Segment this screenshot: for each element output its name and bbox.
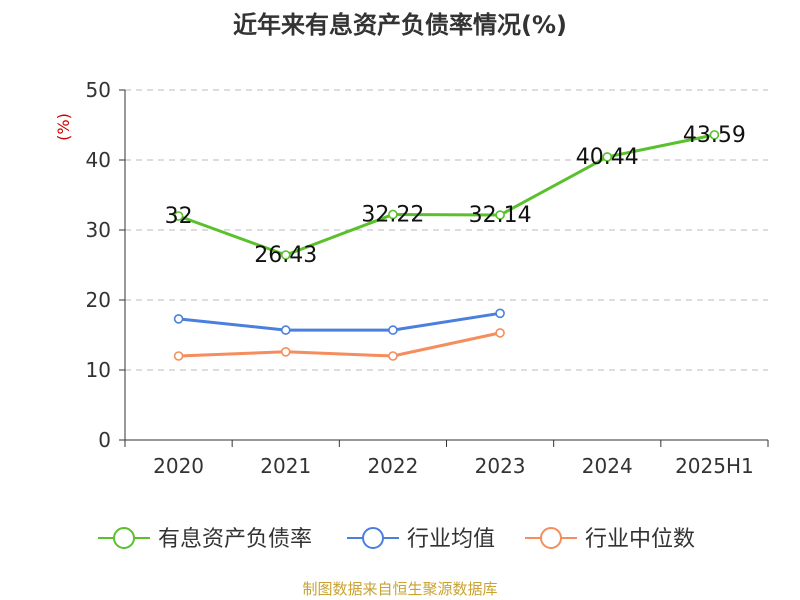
x-tick-label: 2022 [367,454,418,478]
legend-marker [540,527,562,549]
series-point [388,209,398,220]
axes: 0 10 20 30 40 50 2020 2021 2022 2023 2024 2025H1 [86,78,769,478]
legend-label: 有息资产负债率 [158,527,312,552]
y-tick-label: 30 [86,218,111,242]
y-tick-label: 40 [86,148,111,172]
legend-label: 行业中位数 [585,527,695,552]
data-label: 40.44 [576,145,639,170]
data-label: 32.14 [469,203,532,228]
series-point [709,130,720,140]
series-point [602,152,613,162]
legend-marker [362,527,384,549]
series-point [280,346,291,357]
series-point [173,211,184,221]
x-tick-label: 2020 [153,454,204,478]
series-point [495,328,505,338]
x-tick-label: 2024 [582,454,633,478]
series-point [173,314,184,324]
x-tick-label: 2025H1 [675,454,754,478]
y-tick-label: 10 [86,358,111,382]
series-line [177,133,716,257]
data-label: 32 [165,204,193,229]
chart-title: 近年来有息资产负债率情况(%) [233,11,567,39]
legend-label: 行业均值 [407,527,495,552]
legend: 有息资产负债率 行业均值 行业中位数 [98,527,695,552]
data-label: 32.22 [361,202,424,227]
y-tick-label: 0 [98,428,111,452]
grid-lines [125,89,768,371]
data-label: 43.59 [683,123,746,148]
series-point [173,351,184,361]
series-point [280,325,291,335]
series-point [388,325,398,335]
x-tick-label: 2021 [260,454,311,478]
series-point [495,308,505,319]
series-point [280,250,291,260]
y-tick-label: 50 [86,78,111,102]
series-line [177,331,502,358]
x-tick-label: 2023 [475,454,526,478]
y-tick-label: 20 [86,288,111,312]
source-footer: 制图数据来自恒生聚源数据库 [302,580,497,598]
data-labels: 32 26.43 32.22 32.14 40.44 43.59 [165,123,746,268]
legend-marker [113,527,135,549]
series-line [177,311,502,332]
data-label: 26.43 [254,243,317,268]
series-point [495,210,505,220]
series-point [388,351,398,361]
y-axis-label: (%) [54,113,73,141]
series-lines [173,130,720,361]
